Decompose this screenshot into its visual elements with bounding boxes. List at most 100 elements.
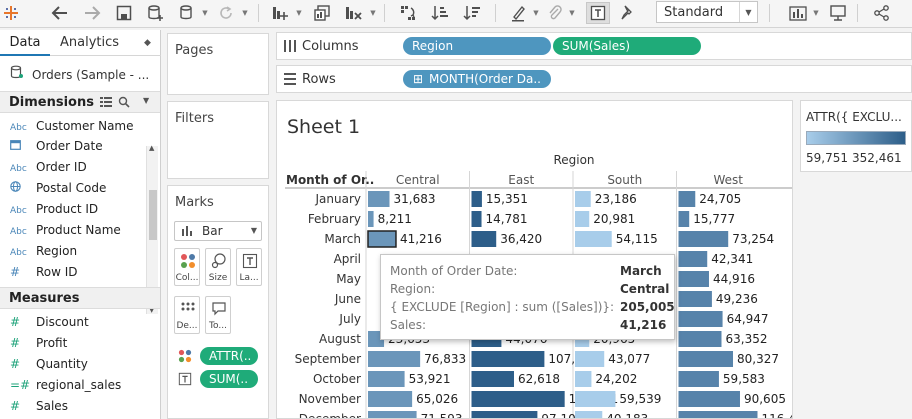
region-header: Region: [553, 153, 594, 167]
tooltip-row-region: Region: Central: [390, 282, 669, 296]
scroll-down-icon[interactable]: ▼: [149, 306, 155, 314]
color-palette-icon: [180, 253, 196, 272]
bar-value-label: 24,705: [699, 192, 741, 206]
label-button[interactable]: La...: [236, 248, 262, 286]
refresh-dropdown-icon[interactable]: ▼: [242, 9, 248, 17]
scroll-up-icon[interactable]: ▲: [149, 144, 155, 152]
month-label: June: [334, 292, 361, 306]
month-label: August: [319, 332, 361, 346]
filters-title: Filters: [175, 111, 214, 126]
sort-descending-icon[interactable]: [460, 2, 484, 24]
back-icon[interactable]: [48, 2, 72, 24]
datasource-icon: [10, 65, 32, 82]
attach-icon[interactable]: [544, 2, 566, 24]
chevron-down-icon[interactable]: ▼: [250, 226, 257, 235]
month-label: July: [338, 312, 361, 326]
bar-value-label: 43,077: [608, 352, 650, 366]
datasource-item[interactable]: Orders (Sample - ...: [10, 65, 149, 82]
scrollbar-thumb[interactable]: [149, 190, 157, 240]
attach-dropdown-icon[interactable]: ▼: [569, 9, 575, 17]
tab-analytics[interactable]: Analytics: [60, 35, 120, 50]
bar-value-label: 15,777: [693, 212, 735, 226]
field-sales[interactable]: # Sales: [10, 396, 68, 416]
clear-sheet-dropdown-icon[interactable]: ▼: [370, 9, 376, 17]
field-discount[interactable]: # Discount: [10, 312, 89, 332]
clear-sheet-icon[interactable]: [341, 2, 365, 24]
field-product-id[interactable]: Abc Product ID: [10, 199, 98, 219]
detail-button[interactable]: De...: [174, 296, 200, 334]
field-label: regional_sales: [36, 378, 122, 392]
highlight-icon[interactable]: [508, 2, 530, 24]
columns-label: Columns: [302, 39, 359, 54]
field-region[interactable]: Abc Region: [10, 241, 77, 261]
tableau-logo-icon[interactable]: [2, 2, 20, 24]
filters-card[interactable]: Filters: [167, 101, 269, 179]
pane-menu-icon[interactable]: ◆: [144, 38, 151, 48]
datasource-icon[interactable]: [176, 2, 198, 24]
dimensions-menu-icon[interactable]: ▼: [143, 96, 150, 105]
rows-shelf[interactable]: Rows ⊞ MONTH(Order Da..: [276, 65, 912, 93]
bar: [471, 391, 565, 407]
detail-label: De...: [176, 321, 198, 331]
color-legend[interactable]: ATTR({ EXCLU... 59,751 352,461: [800, 100, 912, 172]
detail-icon: [180, 301, 196, 320]
field-profit[interactable]: # Profit: [10, 333, 67, 353]
bar: [368, 371, 405, 387]
mark-pill-sum[interactable]: SUM(..: [200, 370, 258, 388]
highlight-dropdown-icon[interactable]: ▼: [533, 9, 539, 17]
bar: [471, 411, 538, 418]
bar-value-label: 44,916: [713, 272, 755, 286]
view-mode-select[interactable]: Standard ▼: [656, 1, 758, 23]
mark-type-select[interactable]: Bar ▼: [174, 221, 262, 241]
view-grid-icon[interactable]: [100, 96, 112, 111]
columns-pill-region[interactable]: Region: [403, 37, 551, 55]
field-regional-sales[interactable]: =# regional_sales: [10, 375, 121, 395]
rows-icon: [284, 73, 296, 88]
measures-title: Measures: [9, 291, 80, 306]
pages-card[interactable]: Pages: [167, 33, 269, 95]
share-icon[interactable]: [870, 2, 894, 24]
tooltip-button[interactable]: To...: [205, 296, 231, 334]
mark-pill-attr[interactable]: ATTR(..: [200, 347, 258, 365]
pin-icon[interactable]: [616, 2, 638, 24]
size-button[interactable]: Size: [205, 248, 231, 286]
columns-shelf[interactable]: Columns Region SUM(Sales): [276, 32, 912, 60]
field-order-id[interactable]: Abc Order ID: [10, 157, 87, 177]
tab-data[interactable]: Data: [0, 30, 50, 56]
columns-pill-sum-sales[interactable]: SUM(Sales): [553, 37, 701, 55]
new-worksheet-icon[interactable]: [268, 2, 292, 24]
string-type-icon: Abc: [10, 164, 27, 174]
show-me-dropdown-icon[interactable]: ▼: [813, 9, 819, 17]
expand-plus-icon[interactable]: ⊞: [413, 72, 424, 86]
bar: [575, 351, 605, 367]
chevron-down-icon[interactable]: ▼: [739, 2, 757, 22]
bar: [678, 311, 723, 327]
swap-icon[interactable]: [396, 2, 420, 24]
dimensions-scrollbar[interactable]: ▲ ▼: [146, 144, 158, 314]
month-label: February: [308, 212, 361, 226]
refresh-icon[interactable]: [214, 2, 238, 24]
marks-card: Marks Bar ▼ Col... Size La... De... To..…: [167, 185, 269, 419]
datasource-dropdown-icon[interactable]: ▼: [202, 9, 208, 17]
forward-icon[interactable]: [80, 2, 104, 24]
bar-value-label: 71,593: [421, 412, 463, 419]
field-customer-name[interactable]: Abc Customer Name: [10, 116, 134, 136]
new-worksheet-dropdown-icon[interactable]: ▼: [296, 9, 302, 17]
rows-pill-month[interactable]: ⊞ MONTH(Order Da..: [403, 70, 551, 88]
sort-ascending-icon[interactable]: [428, 2, 452, 24]
field-row-id[interactable]: # Row ID: [10, 262, 78, 282]
bar-value-label: 31,683: [393, 192, 435, 206]
search-icon[interactable]: [118, 96, 130, 111]
color-button[interactable]: Col...: [174, 248, 200, 286]
save-icon[interactable]: [113, 2, 135, 24]
field-postal-code[interactable]: Postal Code: [10, 178, 106, 198]
field-product-name[interactable]: Abc Product Name: [10, 220, 121, 240]
duplicate-icon[interactable]: [310, 2, 334, 24]
show-me-icon[interactable]: [786, 2, 810, 24]
label-icon[interactable]: [586, 2, 610, 24]
field-order-date[interactable]: Order Date: [10, 136, 103, 156]
field-quantity[interactable]: # Quantity: [10, 354, 88, 374]
presentation-icon[interactable]: [826, 2, 850, 24]
new-datasource-icon[interactable]: [144, 2, 168, 24]
bar: [575, 411, 603, 418]
